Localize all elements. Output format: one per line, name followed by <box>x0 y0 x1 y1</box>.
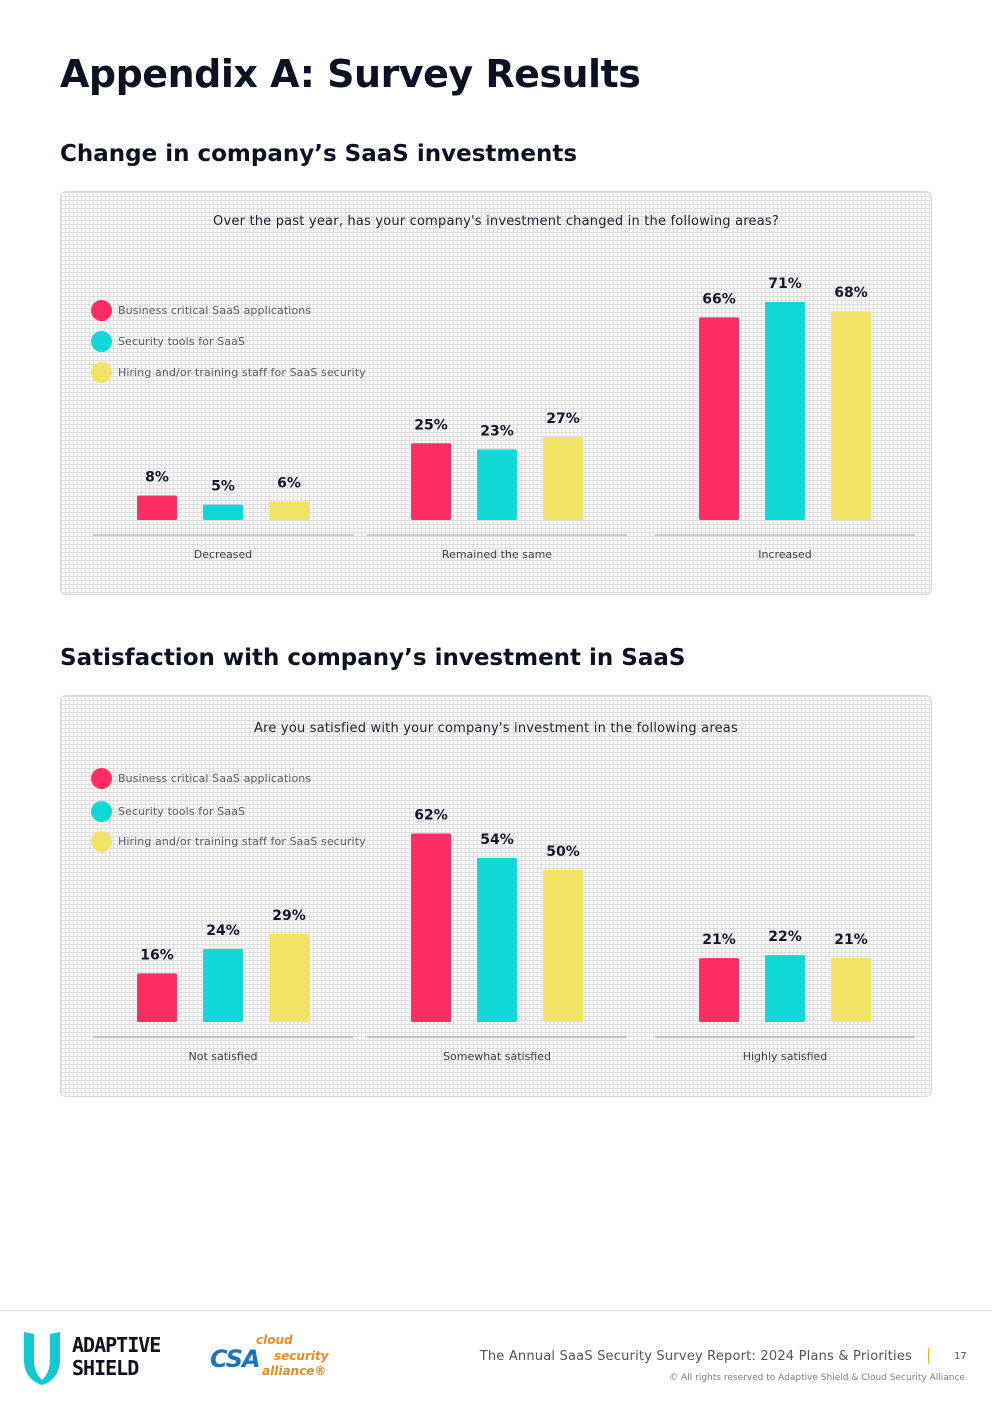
bar-increased-series-2 <box>765 302 805 520</box>
category-label-decreased: Decreased <box>194 548 253 561</box>
bar-value-label-decreased-series-2: 5% <box>211 479 235 495</box>
adaptive-shield-wordmark: ADAPTIVE SHIELD <box>72 1333 161 1380</box>
csa-mark: CSA <box>210 1345 261 1373</box>
legend-swatch-yellow <box>91 831 112 852</box>
bar-value-label-somewhat-satisfied-series-2: 54% <box>480 832 514 848</box>
bar-remained-the-same-series-1 <box>411 443 451 520</box>
bar-highly-satisfied-series-3 <box>831 958 871 1022</box>
adaptive-shield-logo: ADAPTIVE SHIELD <box>20 1330 161 1386</box>
chart-panel-investment-change: Over the past year, has your company's i… <box>60 191 932 595</box>
bar-highly-satisfied-series-2 <box>765 955 805 1022</box>
bar-value-label-highly-satisfied-series-3: 21% <box>834 932 868 948</box>
footer-separator <box>928 1348 929 1364</box>
legend-label: Hiring and/or training staff for SaaS se… <box>118 835 366 848</box>
legend-swatch-pink <box>91 768 112 789</box>
bar-chart-satisfaction: Not satisfied 16% 24% 29% Somewhat satisfied… <box>93 808 915 1063</box>
bar-decreased-series-2 <box>203 504 243 520</box>
bar-decreased-series-1 <box>137 495 177 520</box>
adaptive-shield-wordmark-line: SHIELD <box>72 1356 139 1380</box>
category-label-highly-satisfied: Highly satisfied <box>743 1050 828 1063</box>
bar-somewhat-satisfied-series-1 <box>411 833 451 1022</box>
bar-value-label-not-satisfied-series-3: 29% <box>272 908 306 924</box>
csa-word-security: security <box>274 1349 329 1363</box>
legend-swatch-cyan <box>91 331 112 352</box>
bar-value-label-increased-series-2: 71% <box>768 276 802 292</box>
bar-somewhat-satisfied-series-3 <box>543 870 583 1022</box>
bar-value-label-highly-satisfied-series-2: 22% <box>768 929 802 945</box>
bar-not-satisfied-series-2 <box>203 949 243 1022</box>
category-label-somewhat-satisfied: Somewhat satisfied <box>443 1050 551 1063</box>
bar-decreased-series-3 <box>269 501 309 520</box>
legend-label: Security tools for SaaS <box>118 805 246 818</box>
cloud-security-alliance-logo: CSA cloud security alliance® <box>210 1333 340 1383</box>
category-label-remained-the-same: Remained the same <box>442 548 552 561</box>
chart-legend: Business critical SaaS applications Secu… <box>91 300 366 393</box>
csa-word-alliance: alliance® <box>262 1364 327 1378</box>
bar-remained-the-same-series-3 <box>543 437 583 520</box>
bar-increased-series-3 <box>831 311 871 520</box>
legend-item-business-critical: Business critical SaaS applications <box>91 300 366 321</box>
legend-item-hiring-training: Hiring and/or training staff for SaaS se… <box>91 362 366 383</box>
footer-report-title: The Annual SaaS Security Survey Report: … <box>479 1349 912 1364</box>
legend-item-security-tools: Security tools for SaaS <box>91 801 366 822</box>
bar-value-label-remained-the-same-series-3: 27% <box>546 411 580 427</box>
adaptive-shield-wordmark-line: ADAPTIVE <box>72 1333 161 1357</box>
bar-increased-series-1 <box>699 317 739 520</box>
bar-value-label-not-satisfied-series-1: 16% <box>140 947 174 963</box>
bar-chart-investment-change: Decreased 8% 5% 6% Remained the same 25% 23% 27… <box>93 276 915 561</box>
legend-label: Business critical SaaS applications <box>118 304 312 317</box>
bar-value-label-somewhat-satisfied-series-1: 62% <box>414 808 448 824</box>
legend-label: Business critical SaaS applications <box>118 772 312 785</box>
footer-divider <box>0 1310 992 1311</box>
legend-item-security-tools: Security tools for SaaS <box>91 331 366 352</box>
legend-swatch-cyan <box>91 801 112 822</box>
chart-legend: Business critical SaaS applications Secu… <box>91 768 366 862</box>
bar-value-label-remained-the-same-series-2: 23% <box>480 423 514 439</box>
section-title-investment-change: Change in company’s SaaS investments <box>60 141 578 167</box>
csa-word-cloud: cloud <box>256 1333 293 1347</box>
bar-highly-satisfied-series-1 <box>699 958 739 1022</box>
bar-value-label-decreased-series-1: 8% <box>145 469 169 485</box>
bar-value-label-decreased-series-3: 6% <box>277 476 301 492</box>
bar-not-satisfied-series-3 <box>269 933 309 1022</box>
bar-value-label-increased-series-3: 68% <box>834 285 868 301</box>
chart-question: Are you satisfied with your company's in… <box>254 721 738 736</box>
bar-somewhat-satisfied-series-2 <box>477 857 517 1022</box>
category-label-increased: Increased <box>758 548 812 561</box>
legend-label: Hiring and/or training staff for SaaS se… <box>118 366 366 379</box>
bar-value-label-remained-the-same-series-1: 25% <box>414 417 448 433</box>
footer-copyright: © All rights reserved to Adaptive Shield… <box>669 1373 965 1383</box>
category-label-not-satisfied: Not satisfied <box>188 1050 257 1063</box>
bar-value-label-highly-satisfied-series-1: 21% <box>702 932 736 948</box>
bar-not-satisfied-series-1 <box>137 973 177 1022</box>
legend-swatch-pink <box>91 300 112 321</box>
chart-panel-satisfaction: Are you satisfied with your company's in… <box>60 695 932 1097</box>
bar-remained-the-same-series-2 <box>477 449 517 520</box>
legend-swatch-yellow <box>91 362 112 383</box>
section-title-satisfaction: Satisfaction with company’s investment i… <box>60 645 686 671</box>
legend-item-hiring-training: Hiring and/or training staff for SaaS se… <box>91 831 366 852</box>
bar-value-label-somewhat-satisfied-series-3: 50% <box>546 844 580 860</box>
bar-value-label-not-satisfied-series-2: 24% <box>206 923 240 939</box>
legend-label: Security tools for SaaS <box>118 335 246 348</box>
bar-value-label-increased-series-1: 66% <box>702 291 736 307</box>
adaptive-shield-logo-icon <box>24 1332 60 1385</box>
page-number: 17 <box>954 1351 967 1362</box>
legend-item-business-critical: Business critical SaaS applications <box>91 768 366 789</box>
chart-question: Over the past year, has your company's i… <box>213 214 779 229</box>
page-title: Appendix A: Survey Results <box>60 52 641 96</box>
